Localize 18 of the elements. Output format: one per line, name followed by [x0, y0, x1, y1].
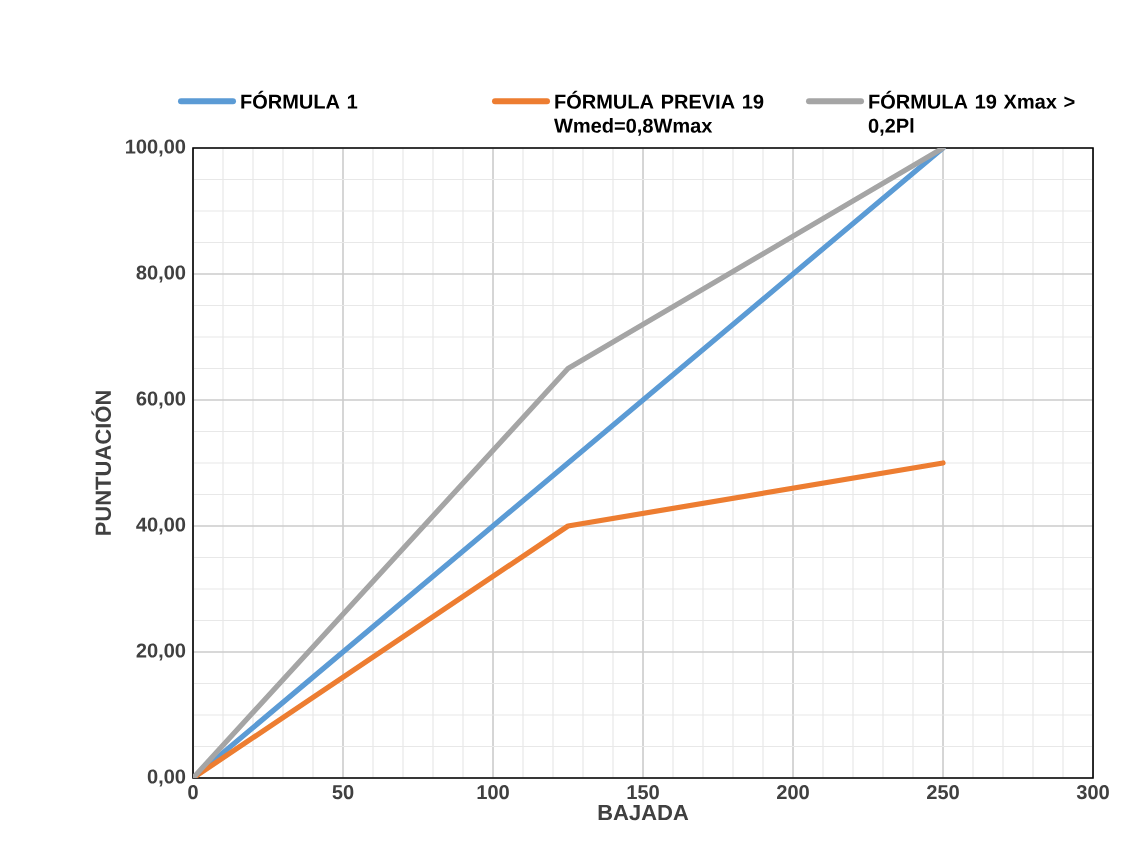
- legend-label: FÓRMULA PREVIA 19 Wmed=0,8Wmax: [554, 90, 764, 136]
- x-tick-label: 50: [332, 785, 354, 800]
- x-tick-label: 200: [777, 785, 809, 800]
- x-axis-title: BAJADA: [598, 805, 689, 821]
- x-tick-label: 300: [1076, 785, 1109, 800]
- x-tick-label: 250: [927, 785, 959, 800]
- y-tick-label: 80,00: [136, 265, 186, 283]
- y-tick-label: 20,00: [136, 643, 186, 661]
- x-tick-label: 150: [627, 785, 659, 800]
- legend-label: FÓRMULA 19 Xmax > 0,2Pl: [868, 90, 1075, 136]
- legend-label: FÓRMULA 1: [241, 90, 358, 109]
- y-tick-label: 60,00: [136, 391, 186, 409]
- y-axis-title: PUNTUACIÓN: [91, 391, 112, 535]
- y-tick-label: 100,00: [126, 139, 186, 157]
- y-tick-label: 0,00: [147, 769, 186, 787]
- x-tick-label: 0: [188, 785, 198, 800]
- y-tick-label: 40,00: [136, 517, 186, 535]
- x-tick-label: 100: [477, 785, 509, 800]
